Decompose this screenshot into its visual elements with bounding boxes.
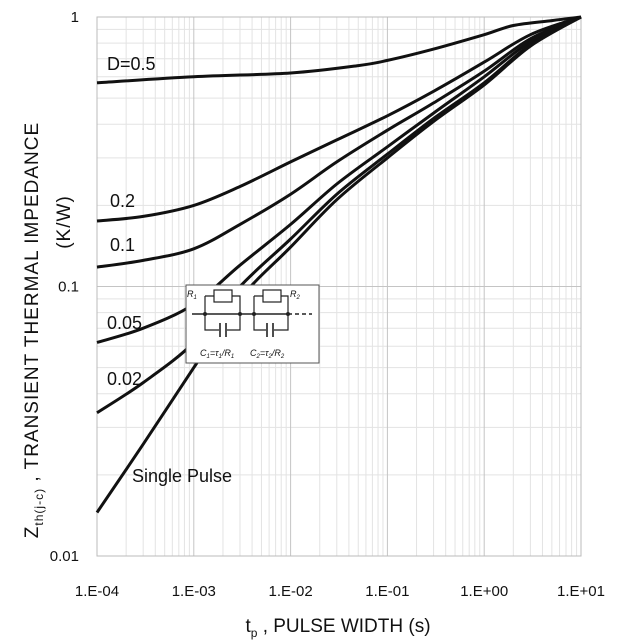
series-label-01: 0.1 bbox=[110, 235, 135, 255]
y-axis-unit: (K/W) bbox=[54, 195, 75, 249]
series-label-02: 0.2 bbox=[110, 191, 135, 211]
series-label-d05: D=0.5 bbox=[107, 54, 156, 74]
y-tick-label: 1 bbox=[71, 9, 79, 26]
capacitor-c1 bbox=[219, 323, 227, 337]
series-label-002: 0.02 bbox=[107, 369, 142, 389]
x-tick-label: 1.E-03 bbox=[172, 583, 216, 600]
series-lines bbox=[95, 15, 582, 514]
series-line-5 bbox=[95, 15, 582, 514]
series-line-1 bbox=[96, 15, 582, 223]
series-label-005: 0.05 bbox=[107, 313, 142, 333]
series-line-2 bbox=[96, 15, 582, 269]
x-axis-title: tp , PULSE WIDTH (s) bbox=[245, 616, 430, 640]
x-tick-label: 1.E+00 bbox=[460, 583, 508, 600]
y-tick-labels: 1 0.1 0.01 bbox=[50, 9, 79, 565]
plot-frame bbox=[96, 16, 582, 557]
y-axis-title: Zth(j-c) , TRANSIENT THERMAL IMPEDANCE bbox=[22, 122, 46, 538]
x-tick-label: 1.E+01 bbox=[557, 583, 605, 600]
y-tick-label: 0.01 bbox=[50, 548, 79, 565]
series-line-3 bbox=[96, 15, 582, 344]
inset-r2-label: R2 bbox=[290, 289, 301, 301]
capacitor-c2 bbox=[266, 323, 274, 337]
series-label-single-pulse: Single Pulse bbox=[132, 466, 232, 486]
series-line-0 bbox=[96, 15, 582, 85]
x-tick-label: 1.E-02 bbox=[268, 583, 312, 600]
thermal-model-inset: R1 R2 C1=τ1/R1 C2=τ2/R2 bbox=[185, 284, 320, 364]
x-tick-labels: 1.E-04 1.E-03 1.E-02 1.E-01 1.E+00 1.E+01 bbox=[75, 583, 605, 600]
inset-c2-label: C2=τ2/R2 bbox=[250, 348, 285, 360]
inset-r1-label: R1 bbox=[187, 289, 197, 301]
y-tick-label: 0.1 bbox=[58, 279, 79, 296]
x-tick-label: 1.E-01 bbox=[365, 583, 409, 600]
inset-c1-label: C1=τ1/R1 bbox=[200, 348, 234, 360]
x-tick-label: 1.E-04 bbox=[75, 583, 119, 600]
